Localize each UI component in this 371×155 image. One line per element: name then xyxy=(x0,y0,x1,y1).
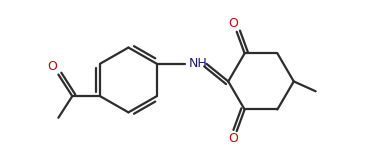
Text: NH: NH xyxy=(188,57,207,70)
Text: O: O xyxy=(228,133,238,145)
Text: O: O xyxy=(228,17,238,30)
Text: O: O xyxy=(47,60,58,73)
